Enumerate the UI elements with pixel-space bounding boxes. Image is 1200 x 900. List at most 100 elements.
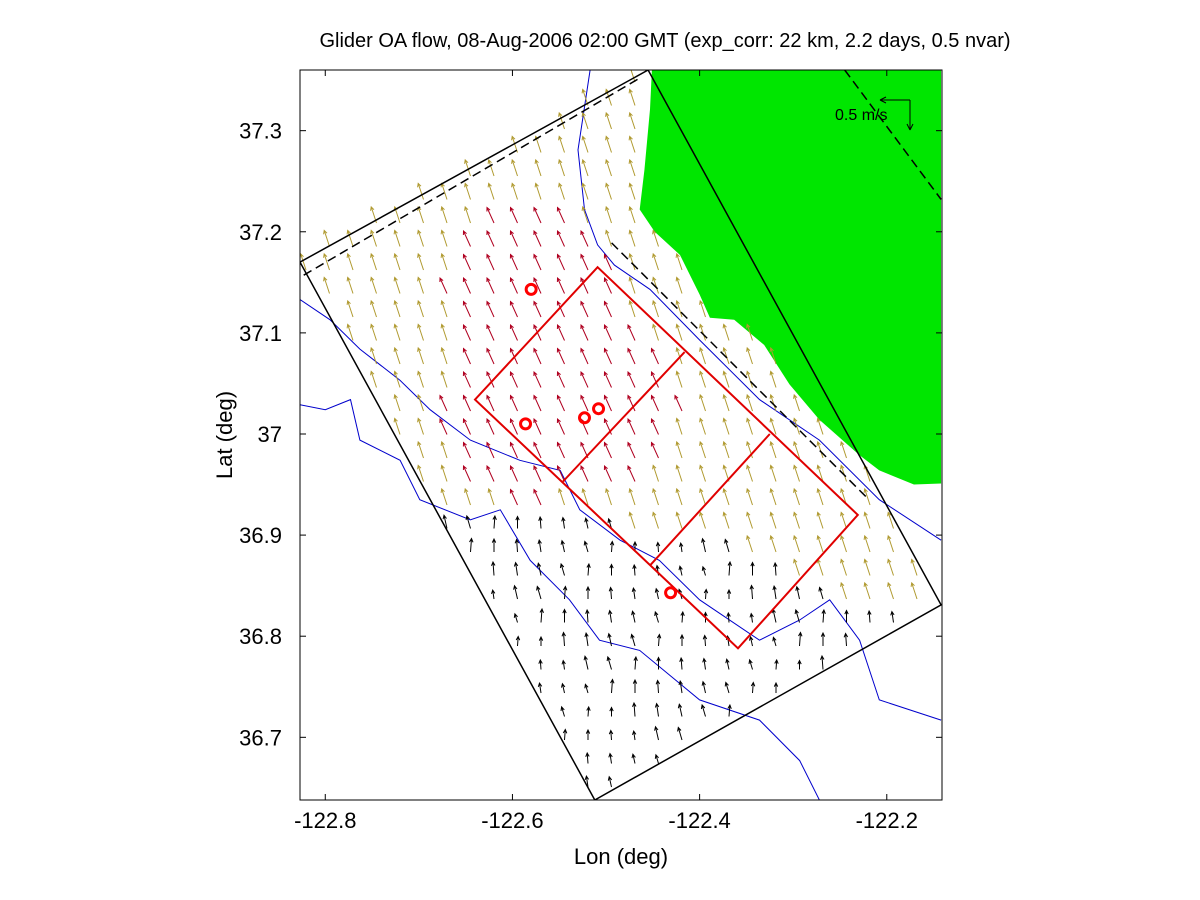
- survey-box-divider: [649, 433, 771, 567]
- flow-vector-arrow: [608, 609, 613, 623]
- flow-vector-arrow: [816, 487, 824, 506]
- flow-vector-arrow: [393, 299, 401, 318]
- flow-vector-arrow: [538, 658, 543, 670]
- flow-vector-arrow: [487, 182, 495, 200]
- flow-vector-arrow: [675, 252, 683, 271]
- flow-vector-arrow: [628, 135, 636, 153]
- flow-vector-arrow: [605, 158, 612, 177]
- flow-vector-arrow: [603, 464, 612, 482]
- flow-vector-arrow: [580, 394, 589, 412]
- flow-vector-arrow: [440, 370, 448, 388]
- flow-vector-arrow: [580, 347, 589, 365]
- flow-vector-arrow: [679, 633, 685, 646]
- flow-vector-arrow: [603, 253, 612, 271]
- scale-arrow-vertical: [906, 100, 914, 131]
- flow-vector-arrow: [323, 229, 330, 247]
- flow-vector-arrow: [652, 229, 659, 247]
- flow-vector-arrow: [627, 347, 636, 365]
- depth-contour: [577, 70, 942, 541]
- flow-vector-arrow: [608, 586, 614, 600]
- flow-vector-arrow: [509, 394, 518, 412]
- flow-vector-arrow: [701, 565, 706, 576]
- flow-vector-arrow: [462, 229, 471, 247]
- flow-vector-arrow: [677, 726, 683, 741]
- flow-vector-arrow: [556, 229, 565, 247]
- y-tick-label: 37.3: [239, 119, 282, 144]
- flow-vector-arrow: [793, 534, 800, 553]
- flow-vector-arrow: [605, 135, 612, 153]
- scale-arrow-head: [879, 96, 887, 104]
- flow-vector-arrow: [417, 229, 424, 247]
- survey-box-outline: [473, 265, 860, 650]
- flow-vector-arrow: [370, 252, 377, 271]
- flow-vector-arrow: [628, 252, 636, 271]
- flow-vector-arrow: [533, 229, 542, 247]
- flow-vector-arrow: [560, 539, 565, 553]
- flow-vector-arrow: [603, 276, 612, 294]
- flow-vector-arrow: [840, 511, 847, 529]
- flow-vector-arrow: [652, 511, 659, 529]
- flow-vector-arrow: [513, 584, 518, 600]
- flow-vector-arrow: [603, 370, 612, 388]
- flow-vector-arrow: [370, 229, 377, 247]
- flow-vector-arrow: [584, 774, 590, 788]
- flow-vector-arrow: [370, 276, 377, 294]
- flow-vector-arrow: [699, 464, 706, 482]
- flow-vector-arrow: [840, 558, 847, 576]
- dashed-boundary: [303, 77, 641, 276]
- flow-vector-arrow: [605, 229, 612, 247]
- flow-vector-arrow: [650, 370, 659, 388]
- map-layers: 0.5 m/s: [300, 70, 942, 800]
- y-tick-label: 36.9: [239, 523, 282, 548]
- flow-vector-arrow: [462, 253, 471, 271]
- flow-vector-arrow: [746, 487, 753, 506]
- flow-vector-arrow: [910, 558, 918, 576]
- flow-vector-arrow: [820, 631, 826, 646]
- flow-vector-arrow: [417, 252, 424, 271]
- boundary-lines: [300, 70, 942, 800]
- flow-vector-arrow: [630, 70, 636, 83]
- flow-vector-arrow: [627, 370, 636, 388]
- flow-vector-arrow: [370, 299, 377, 318]
- flow-vector-arrow: [486, 253, 495, 271]
- flow-vector-arrow: [793, 487, 800, 506]
- flow-vector-arrow: [370, 370, 377, 388]
- flow-vector-arrow: [583, 540, 589, 553]
- flow-vector-arrow: [581, 111, 589, 130]
- flow-vector-arrow: [863, 511, 871, 529]
- flow-vector-arrow: [887, 581, 894, 600]
- flow-vector-arrow: [462, 347, 471, 365]
- flow-vector-arrow: [439, 417, 448, 435]
- flow-vector-arrow: [725, 658, 730, 670]
- flow-vector-arrow: [584, 683, 589, 694]
- flow-vector-arrow: [509, 323, 518, 341]
- flow-vector-arrow: [605, 182, 612, 200]
- flow-vector-arrow: [533, 276, 542, 294]
- flow-vector-arrow: [514, 538, 520, 553]
- flow-vector-arrow: [679, 656, 684, 670]
- flow-vector-arrow: [652, 464, 659, 482]
- flow-vector-arrow: [603, 347, 612, 365]
- flow-vector-arrow: [675, 299, 683, 318]
- flow-vector-arrow: [562, 585, 568, 600]
- flow-vector-arrow: [556, 464, 565, 482]
- flow-vector-arrow: [393, 276, 401, 294]
- flow-vector-arrow: [538, 635, 544, 646]
- flow-vector-arrow: [699, 440, 706, 459]
- flow-vector-arrow: [513, 612, 518, 623]
- flow-vector-arrow: [609, 563, 614, 576]
- flow-vector-arrow: [769, 370, 777, 388]
- flow-vector-arrow: [746, 370, 753, 388]
- flow-vector-arrow: [910, 581, 918, 600]
- flow-vector-arrow: [887, 511, 894, 529]
- flow-vector-arrow: [795, 585, 800, 600]
- flow-vector-arrow: [556, 417, 565, 435]
- flow-vector-arrow: [675, 323, 683, 341]
- flow-vector-arrow: [509, 464, 518, 482]
- flow-vector-arrow: [769, 464, 777, 482]
- flow-vector-arrow: [580, 253, 589, 271]
- flow-vector-arrow: [511, 158, 518, 177]
- flow-vector-arrow: [816, 417, 824, 435]
- flow-vector-arrow: [609, 706, 614, 717]
- flow-vector-arrow: [583, 655, 589, 670]
